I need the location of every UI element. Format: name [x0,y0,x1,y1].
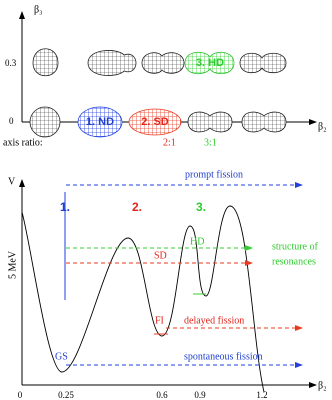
y-tick-label: 0 [9,116,14,126]
barrier-label: 2. [132,200,142,214]
barrier-label: 1. [60,200,70,214]
ratio: 2:1 [163,137,176,148]
state-label: GS [55,351,68,362]
shape-label: 1. ND [86,116,114,128]
shapes-upper [32,48,287,77]
x-tick-label: 0.25 [58,390,74,400]
arrow-label: structure of [272,241,318,252]
arrow-label: spontaneous fission [184,351,263,362]
state-label: HD [190,236,204,247]
scale-label: 5 MeV [7,250,18,279]
state-label: FI [155,315,164,326]
x-tick-label: 1.2 [256,390,267,400]
shape-label: 3. HD [196,57,224,69]
arrow-label: resonances [272,256,316,267]
arrow-label: delayed fission [184,315,244,326]
x-tick-label: 0.6 [156,390,168,400]
x-axis-label: β₂ [318,380,327,391]
ratio: 3:1 [204,137,217,148]
x-axis-label: β₂ [318,121,327,132]
y-axis-label: V [8,176,16,187]
y-axis-label: β₃ [34,4,43,15]
potential-curve [21,205,265,393]
x-tick-label: 0.9 [194,390,206,400]
state-label: SD [154,250,167,261]
barrier-label: 3. [196,200,206,214]
arrow-label: prompt fission [185,169,243,180]
bottom-axes [19,179,317,388]
shapes-lower [29,106,287,138]
axis-ratio-label: axis ratio: [3,137,43,148]
shape-label: 2. SD [141,116,169,128]
x-tick-label: 0 [18,390,23,400]
y-tick-label: 0.3 [5,58,17,68]
